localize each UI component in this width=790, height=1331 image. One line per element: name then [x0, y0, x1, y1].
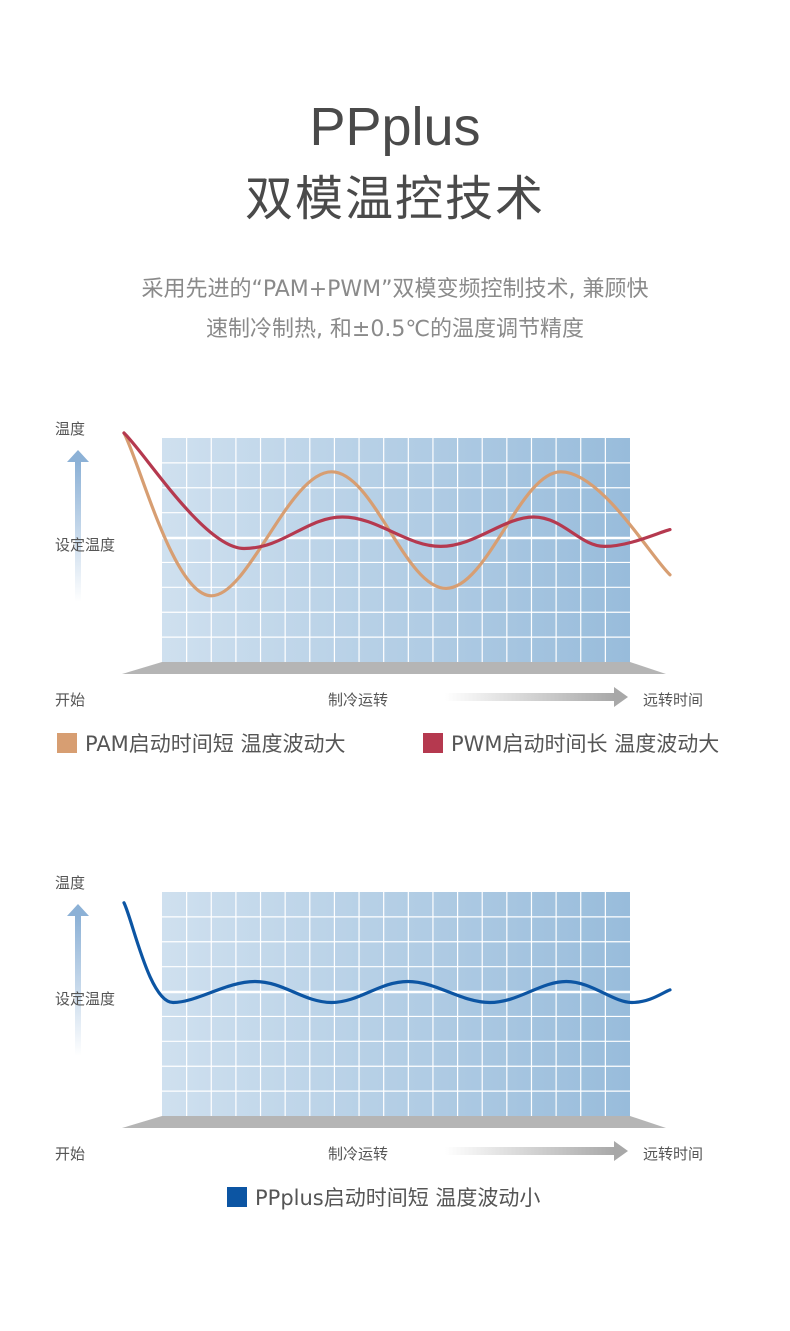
series-line-1 — [122, 431, 672, 551]
series-line-0 — [122, 431, 672, 598]
x-axis-arrow-shaft — [445, 1147, 615, 1155]
legend-label-ppplus: PPplus启动时间短 温度波动小 — [255, 1186, 541, 1210]
y-axis-arrow-head — [67, 904, 89, 916]
description-line-1: 采用先进的“PAM+PWM”双模变频控制技术, 兼顾快 — [141, 277, 649, 302]
x-axis-middle-label: 制冷运转 — [328, 691, 389, 709]
description: 采用先进的“PAM+PWM”双模变频控制技术, 兼顾快 速制冷制热, 和±0.5… — [60, 270, 730, 350]
set-temperature-label: 设定温度 — [55, 990, 116, 1008]
chart-ppplus-plot — [67, 892, 672, 1161]
y-axis-arrow-shaft — [75, 916, 81, 1056]
x-axis-middle-label: 制冷运转 — [328, 1145, 389, 1163]
legend-item-ppplus: PPplus启动时间短 温度波动小 — [227, 1182, 540, 1212]
legend-swatch-ppplus — [227, 1187, 247, 1207]
legend-swatch-pam — [57, 733, 77, 753]
legend-label-pam: PAM启动时间短 温度波动大 — [85, 732, 346, 756]
platform-base — [122, 662, 666, 674]
series-line-0 — [122, 901, 672, 1005]
chart-pam-pwm-plot — [67, 431, 672, 707]
title-en: PPplus — [309, 97, 481, 157]
title-cn: 双模温控技术 — [244, 171, 545, 227]
x-axis-arrow-shaft — [445, 693, 615, 701]
legend-swatch-pwm — [423, 733, 443, 753]
y-axis-label: 温度 — [55, 420, 86, 438]
y-axis-label: 温度 — [55, 874, 86, 892]
description-line-2: 速制冷制热, 和±0.5℃的温度调节精度 — [205, 317, 585, 342]
set-temperature-label: 设定温度 — [55, 536, 116, 554]
x-axis-start-label: 开始 — [55, 691, 86, 709]
platform-base — [122, 1116, 666, 1128]
x-axis-start-label: 开始 — [55, 1145, 86, 1163]
legend-item-pwm: PWM启动时间长 温度波动大 — [423, 728, 719, 758]
y-axis-arrow-head — [67, 450, 89, 462]
y-axis-arrow-shaft — [75, 462, 81, 602]
chart-pam-pwm: 温度 设定温度 开始 制冷运转 远转时间 PAM启动时间短 温度波动大 PWM启… — [0, 410, 790, 770]
grid-background — [162, 892, 630, 1116]
x-axis-arrow-head — [614, 1141, 628, 1161]
x-axis-end-label: 远转时间 — [643, 691, 704, 709]
chart-ppplus: 温度 设定温度 开始 制冷运转 远转时间 PPplus启动时间短 温度波动小 — [0, 864, 790, 1224]
legend-label-pwm: PWM启动时间长 温度波动大 — [451, 732, 720, 756]
x-axis-end-label: 远转时间 — [643, 1145, 704, 1163]
legend-item-pam: PAM启动时间短 温度波动大 — [57, 728, 345, 758]
x-axis-arrow-head — [614, 687, 628, 707]
